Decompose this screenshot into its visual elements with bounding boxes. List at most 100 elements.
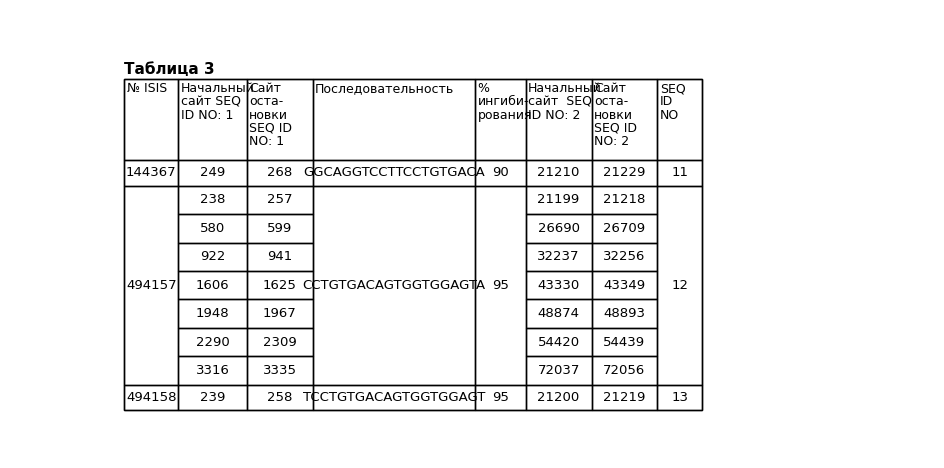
Bar — [246, 242, 312, 271]
Text: Начальный: Начальный — [180, 82, 255, 95]
Text: 54439: 54439 — [603, 336, 646, 349]
Bar — [312, 79, 475, 160]
Bar — [592, 300, 657, 328]
Text: 2309: 2309 — [262, 336, 296, 349]
Bar — [246, 160, 312, 185]
Text: 599: 599 — [267, 222, 293, 235]
Text: № ISIS: № ISIS — [126, 82, 167, 95]
Text: %: % — [478, 82, 490, 95]
Text: 26690: 26690 — [537, 222, 580, 235]
Bar — [178, 242, 246, 271]
Bar — [592, 160, 657, 185]
Bar — [246, 357, 312, 385]
Text: NO: 1: NO: 1 — [249, 135, 284, 148]
Bar — [178, 300, 246, 328]
Bar — [312, 385, 475, 410]
Text: 249: 249 — [200, 166, 226, 179]
Text: 1625: 1625 — [262, 279, 296, 292]
Text: 144367: 144367 — [126, 166, 177, 179]
Bar — [178, 357, 246, 385]
Text: SEQ ID: SEQ ID — [249, 122, 292, 135]
Text: 238: 238 — [200, 193, 226, 206]
Bar — [178, 214, 246, 242]
Bar — [592, 214, 657, 242]
Bar — [592, 271, 657, 300]
Text: 32256: 32256 — [603, 250, 646, 263]
Text: 13: 13 — [671, 391, 688, 404]
Bar — [475, 160, 526, 185]
Bar — [526, 328, 592, 357]
Text: 1606: 1606 — [195, 279, 229, 292]
Bar — [592, 242, 657, 271]
Text: 26709: 26709 — [603, 222, 646, 235]
Text: SEQ ID: SEQ ID — [594, 122, 637, 135]
Bar — [125, 185, 178, 385]
Bar — [657, 79, 702, 160]
Text: новки: новки — [594, 109, 632, 122]
Text: NO: NO — [660, 109, 679, 122]
Text: 922: 922 — [200, 250, 226, 263]
Bar — [526, 214, 592, 242]
Bar — [178, 385, 246, 410]
Bar — [178, 328, 246, 357]
Text: Последовательность: Последовательность — [315, 82, 454, 95]
Bar — [246, 79, 312, 160]
Bar — [125, 385, 178, 410]
Text: 494157: 494157 — [126, 279, 177, 292]
Text: 258: 258 — [267, 391, 293, 404]
Text: сайт  SEQ: сайт SEQ — [528, 95, 592, 109]
Bar — [592, 385, 657, 410]
Bar — [526, 271, 592, 300]
Text: 21218: 21218 — [603, 193, 646, 206]
Text: 54420: 54420 — [537, 336, 580, 349]
Bar — [246, 385, 312, 410]
Text: GGCAGGTCCTTCCTGTGACA: GGCAGGTCCTTCCTGTGACA — [303, 166, 485, 179]
Text: оста-: оста- — [594, 95, 628, 109]
Bar — [657, 160, 702, 185]
Bar — [475, 79, 526, 160]
Bar — [592, 328, 657, 357]
Text: SEQ: SEQ — [660, 82, 685, 95]
Text: 21229: 21229 — [603, 166, 646, 179]
Text: 3316: 3316 — [195, 364, 229, 377]
Bar — [592, 357, 657, 385]
Bar — [178, 271, 246, 300]
Text: 12: 12 — [671, 279, 688, 292]
Bar — [526, 357, 592, 385]
Text: 90: 90 — [492, 166, 509, 179]
Text: оста-: оста- — [249, 95, 283, 109]
Text: 494158: 494158 — [126, 391, 177, 404]
Text: Начальный: Начальный — [528, 82, 602, 95]
Bar — [178, 185, 246, 214]
Bar — [178, 79, 246, 160]
Bar — [246, 300, 312, 328]
Text: CCTGTGACAGTGGTGGAGTA: CCTGTGACAGTGGTGGAGTA — [302, 279, 485, 292]
Bar — [526, 385, 592, 410]
Bar — [592, 185, 657, 214]
Bar — [475, 185, 526, 385]
Text: 11: 11 — [671, 166, 688, 179]
Text: Таблица 3: Таблица 3 — [125, 62, 215, 77]
Bar — [178, 160, 246, 185]
Text: 43349: 43349 — [603, 279, 646, 292]
Text: 32237: 32237 — [537, 250, 580, 263]
Text: TCCTGTGACAGTGGTGGAGT: TCCTGTGACAGTGGTGGAGT — [303, 391, 485, 404]
Text: 21210: 21210 — [537, 166, 580, 179]
Bar — [125, 79, 702, 410]
Bar — [526, 300, 592, 328]
Bar — [246, 271, 312, 300]
Text: Сайт: Сайт — [249, 82, 281, 95]
Text: 48874: 48874 — [537, 307, 580, 320]
Text: 95: 95 — [492, 391, 509, 404]
Text: 43330: 43330 — [537, 279, 580, 292]
Bar — [526, 185, 592, 214]
Text: ID NO: 2: ID NO: 2 — [528, 109, 581, 122]
Text: 941: 941 — [267, 250, 293, 263]
Bar — [657, 385, 702, 410]
Text: 2290: 2290 — [195, 336, 229, 349]
Bar — [657, 185, 702, 385]
Text: 72056: 72056 — [603, 364, 646, 377]
Text: 95: 95 — [492, 279, 509, 292]
Text: новки: новки — [249, 109, 288, 122]
Text: ингиби-: ингиби- — [478, 95, 529, 109]
